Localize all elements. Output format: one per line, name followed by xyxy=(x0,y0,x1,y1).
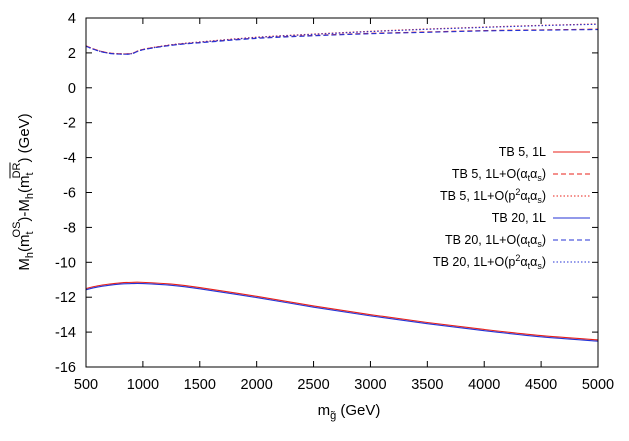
series-line-4 xyxy=(85,282,599,342)
y-axis-label: Mh(mtOS)-Mh(mtDR) (GeV) xyxy=(11,113,36,270)
series-line-6 xyxy=(85,23,599,55)
y-tick-label: 2 xyxy=(68,46,76,62)
y-tick-label: -10 xyxy=(55,255,76,271)
x-axis-label: mg̃ (GeV) xyxy=(318,402,381,422)
x-tick-label: 4000 xyxy=(468,377,500,393)
y-tick-label: -6 xyxy=(63,186,76,202)
y-tick-label: 4 xyxy=(68,11,76,27)
ticks-layer: 500 1000 1500 2000 2500 3000 3500 4000 4500 5000 -… xyxy=(55,11,614,393)
x-tick-label: 1000 xyxy=(127,377,159,393)
x-tick-label: 1500 xyxy=(184,377,216,393)
y-tick-label: 0 xyxy=(68,81,76,97)
x-tick-label: 2500 xyxy=(297,377,329,393)
x-tick-label: 4500 xyxy=(525,377,557,393)
y-tick-label: -16 xyxy=(55,360,76,376)
legend-label-1: TB 5, 1L xyxy=(499,145,546,159)
x-tick-label: 2000 xyxy=(241,377,273,393)
series-line-3 xyxy=(85,23,599,55)
series-line-2 xyxy=(85,28,599,55)
y-tick-label: -14 xyxy=(55,325,76,341)
legend-layer: TB 5, 1L TB 5, 1L+O(αtαs) TB 5, 1L+O(p2αtα… xyxy=(433,145,590,271)
x-tick-label: 3500 xyxy=(411,377,443,393)
x-tick-label: 3000 xyxy=(354,377,386,393)
legend-label-2: TB 5, 1L+O(αtαs) xyxy=(452,167,546,183)
x-tick-label: 500 xyxy=(74,377,98,393)
legend-label-3: TB 5, 1L+O(p2αtαs) xyxy=(440,187,546,205)
series-layer xyxy=(85,23,599,342)
y-tick-label: -2 xyxy=(63,116,76,132)
legend-label-5: TB 20, 1L+O(αtαs) xyxy=(445,233,546,249)
series-line-5 xyxy=(85,28,599,55)
legend-label-6: TB 20, 1L+O(p2αtαs) xyxy=(433,253,546,271)
y-tick-label: -12 xyxy=(55,290,76,306)
y-tick-label: -4 xyxy=(63,151,76,167)
series-line-1 xyxy=(85,281,599,341)
legend-label-4: TB 20, 1L xyxy=(492,211,546,225)
y-tick-label: -8 xyxy=(63,220,76,236)
x-tick-label: 5000 xyxy=(582,377,614,393)
